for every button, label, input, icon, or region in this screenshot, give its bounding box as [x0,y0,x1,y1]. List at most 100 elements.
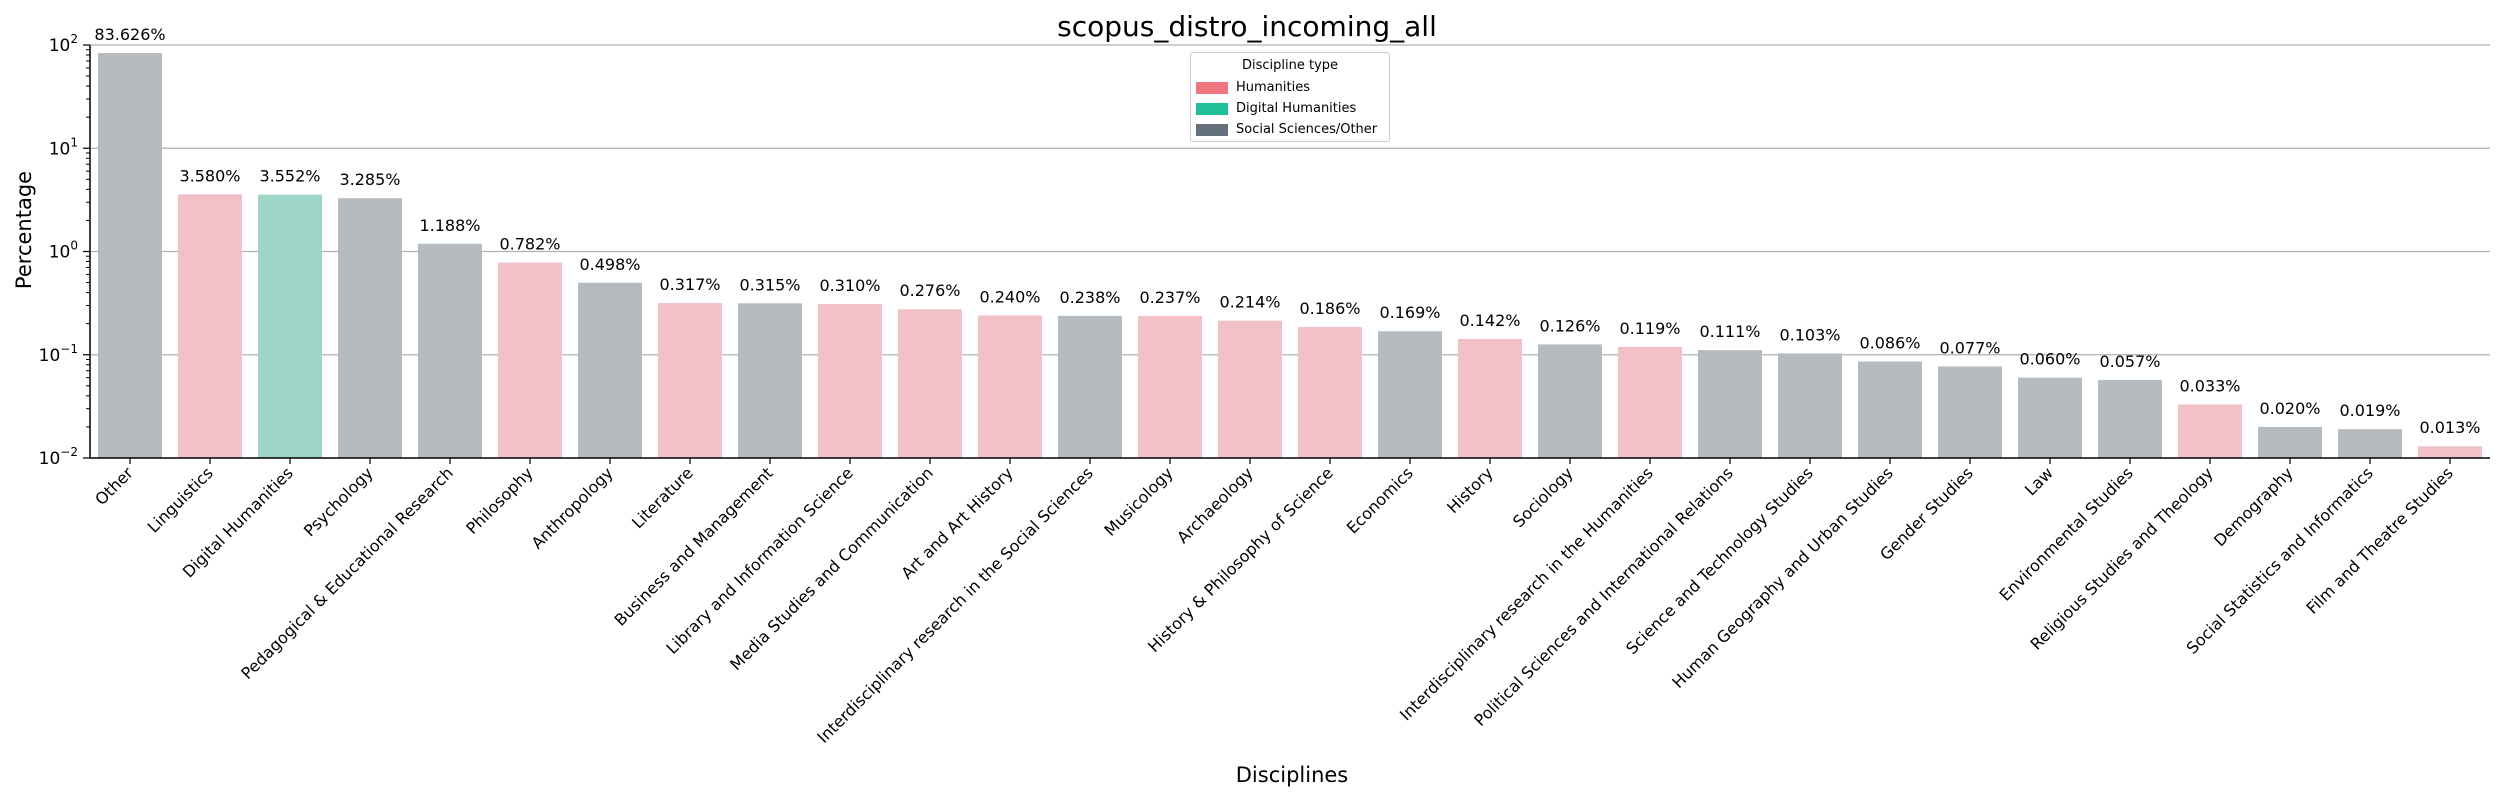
value-label-musicology: 0.237% [1139,288,1200,307]
bar-interdisciplinary-research-in-the-humanities [1618,346,1682,458]
bar-linguistics [178,194,242,458]
bar-economics [1378,331,1442,458]
y-tick-label: 10−2 [39,445,78,469]
value-label-anthropology: 0.498% [579,255,640,274]
x-tick-label-law: Law [2021,463,2057,499]
bar-religious-studies-and-theology [2178,404,2242,458]
value-label-science-and-technology-studies: 0.103% [1779,325,1840,344]
value-label-demography: 0.020% [2259,399,2320,418]
value-label-economics: 0.169% [1379,303,1440,322]
value-label-interdisciplinary-research-in-the-humanities: 0.119% [1619,319,1680,338]
value-label-linguistics: 3.580% [179,166,240,185]
x-tick-label-anthropology: Anthropology [528,463,617,552]
bar-human-geography-and-urban-studies [1858,361,1922,458]
legend-item-digital-humanities: Digital Humanities [1191,98,1389,119]
value-label-other: 83.626% [94,25,165,44]
y-tick-label: 10−1 [39,342,78,366]
legend-title: Discipline type [1241,58,1339,73]
x-tick-label-other: Other [91,463,137,509]
legend-swatch-humanities [1196,81,1228,94]
x-tick-label-environmental-studies: Environmental Studies [1996,463,2137,604]
value-label-gender-studies: 0.077% [1939,338,2000,357]
value-label-library-and-information-science: 0.310% [819,276,880,295]
y-tick-label: 100 [49,239,78,263]
bar-digital-humanities [258,194,322,458]
value-label-pedagogical-and-educational-research: 1.188% [419,216,480,235]
legend-item-humanities: Humanities [1191,77,1389,98]
bar-layer [98,53,2482,459]
value-label-business-and-management: 0.315% [739,275,800,294]
bar-business-and-management [738,303,802,458]
bar-law [2018,377,2082,458]
bar-psychology [338,198,402,458]
grid-layer [90,44,2490,356]
legend-swatch-digital-humanities [1196,102,1228,115]
bar-film-and-theatre-studies [2418,446,2482,458]
value-label-literature: 0.317% [659,275,720,294]
value-label-interdisciplinary-research-in-the-social-sciences: 0.238% [1059,288,1120,307]
bar-philosophy [498,262,562,458]
bar-pedagogical-and-educational-research [418,243,482,458]
bar-musicology [1138,316,1202,458]
value-label-political-sciences-and-international-relations: 0.111% [1699,322,1760,341]
y-axis-label: Percentage [12,171,36,289]
value-label-psychology: 3.285% [339,170,400,189]
bar-history [1458,339,1522,458]
y-tick-label: 102 [49,32,78,56]
x-tick-label-literature: Literature [628,463,697,532]
bar-history-and-philosophy-of-science [1298,326,1362,458]
value-label-media-studies-and-communication: 0.276% [899,281,960,300]
value-label-environmental-studies: 0.057% [2099,352,2160,371]
bar-media-studies-and-communication [898,309,962,458]
value-label-history-and-philosophy-of-science: 0.186% [1299,299,1360,318]
bar-literature [658,303,722,458]
bar-art-and-art-history [978,315,1042,458]
x-tick-label-interdisciplinary-research-in-the-social-sciences: Interdisciplinary research in the Social… [813,463,1096,746]
x-tick-label-sociology: Sociology [1509,463,1577,531]
bar-demography [2258,426,2322,458]
x-axis-label: Disciplines [1236,763,1349,787]
bar-environmental-studies [2098,379,2162,458]
bar-social-statistics-and-informatics [2338,429,2402,458]
y-tick-label: 101 [49,135,78,159]
x-tick-label-psychology: Psychology [300,463,377,540]
value-label-digital-humanities: 3.552% [259,167,320,186]
value-label-human-geography-and-urban-studies: 0.086% [1859,334,1920,353]
value-label-film-and-theatre-studies: 0.013% [2419,418,2480,437]
bar-archaeology [1218,320,1282,458]
value-label-social-statistics-and-informatics: 0.019% [2339,401,2400,420]
legend-label-humanities: Humanities [1236,80,1310,95]
x-tick-label-economics: Economics [1343,463,1417,537]
value-label-sociology: 0.126% [1539,316,1600,335]
value-label-philosophy: 0.782% [499,235,560,254]
x-tick-label-film-and-theatre-studies: Film and Theatre Studies [2303,463,2457,617]
legend-swatch-social-sciences-other [1196,123,1228,136]
value-label-history: 0.142% [1459,311,1520,330]
legend: Discipline type Humanities Digital Human… [1190,52,1390,142]
x-tick-label-philosophy: Philosophy [462,463,537,538]
bar-science-and-technology-studies [1778,353,1842,458]
bar-anthropology [578,282,642,458]
value-label-law: 0.060% [2019,350,2080,369]
legend-item-social-sciences-other: Social Sciences/Other [1191,119,1389,140]
legend-label-social-sciences-other: Social Sciences/Other [1236,122,1378,137]
bar-sociology [1538,344,1602,458]
x-tick-label-archaeology: Archaeology [1173,463,1257,547]
bar-political-sciences-and-international-relations [1698,350,1762,458]
legend-label-digital-humanities: Digital Humanities [1236,101,1357,116]
chart-title: scopus_distro_incoming_all [1057,10,1437,43]
value-label-layer: 83.626% 3.580% 3.552% 3.285% 1.188% 0.782% 0.4… [94,25,2480,437]
bar-other [98,53,162,459]
x-tick-label-linguistics: Linguistics [144,463,217,536]
x-tick-label-musicology: Musicology [1100,463,1176,539]
x-tick-label-business-and-management: Business and Management [610,463,776,629]
x-tick-label-demography: Demography [2210,463,2297,550]
x-tick-label-history: History [1443,463,1497,517]
value-label-religious-studies-and-theology: 0.033% [2179,376,2240,395]
bar-interdisciplinary-research-in-the-social-sciences [1058,315,1122,458]
value-label-archaeology: 0.214% [1219,293,1280,312]
bar-gender-studies [1938,366,2002,458]
value-label-art-and-art-history: 0.240% [979,287,1040,306]
